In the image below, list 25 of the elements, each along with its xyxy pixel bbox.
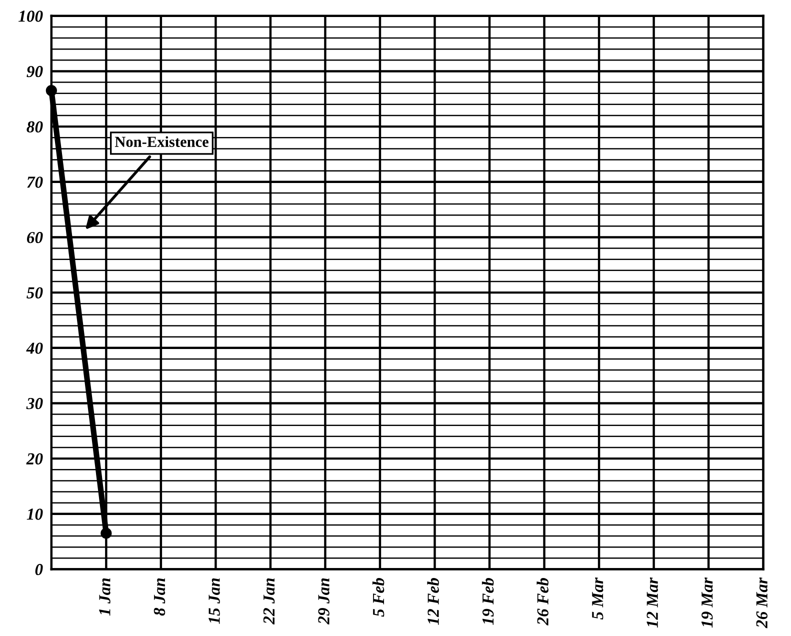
y-tick-label: 10 bbox=[26, 508, 43, 520]
y-tick-label: 90 bbox=[26, 66, 43, 78]
x-tick-label: 26 Feb bbox=[536, 578, 548, 626]
x-tick-label: 19 Feb bbox=[482, 578, 494, 625]
y-tick-label: 100 bbox=[18, 10, 43, 22]
y-tick-label: 80 bbox=[26, 121, 43, 133]
x-tick-label: 19 Mar bbox=[702, 577, 713, 628]
x-tick-label: 5 Mar bbox=[592, 577, 604, 620]
x-tick-label: 5 Feb bbox=[372, 578, 384, 617]
x-tick-label: 12 Feb bbox=[427, 578, 439, 625]
y-tick-label: 40 bbox=[26, 342, 43, 354]
y-tick-label: 60 bbox=[26, 232, 43, 244]
y-tick-label: 30 bbox=[26, 398, 43, 410]
x-tick-label: 1 Jan bbox=[99, 578, 110, 616]
y-tick-label: 0 bbox=[35, 564, 43, 576]
y-tick-label: 50 bbox=[26, 287, 43, 299]
y-tick-label: 70 bbox=[27, 176, 43, 188]
x-tick-label: 15 Jan bbox=[208, 578, 220, 624]
x-tick-label: 8 Jan bbox=[154, 578, 166, 616]
x-tick-label: 12 Mar bbox=[646, 577, 658, 628]
x-tick-label: 29 Jan bbox=[318, 578, 330, 625]
annotation: Non-Existence bbox=[114, 136, 208, 147]
x-tick-label: 26 Mar bbox=[756, 577, 768, 628]
y-tick-label: 20 bbox=[26, 453, 43, 465]
x-tick-label: 22 Jan bbox=[263, 578, 275, 625]
